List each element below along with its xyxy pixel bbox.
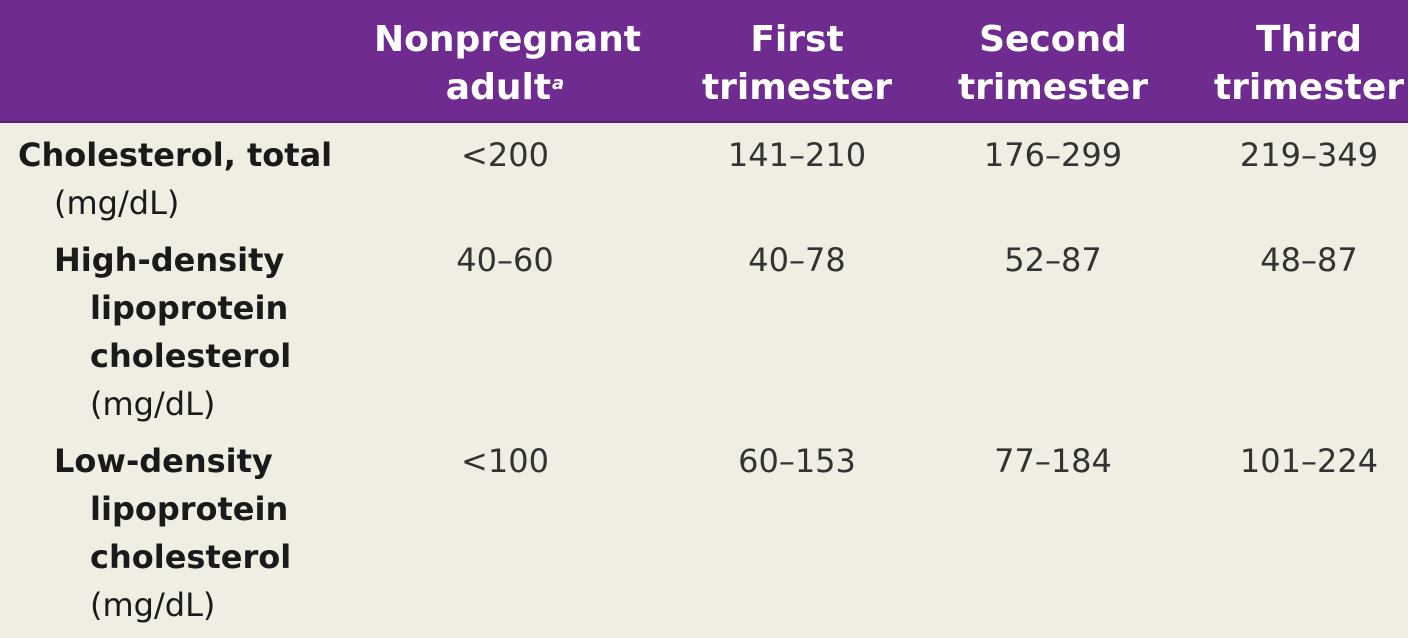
value-second-trimester: 52–87: [1004, 241, 1102, 279]
row-unit: (mg/dL): [90, 586, 216, 624]
row-unit: (mg/dL): [54, 184, 180, 222]
row-label-line: cholesterol: [90, 337, 292, 375]
row-label: High-density lipoprotein cholesterol (mg…: [54, 236, 291, 428]
header-first-trimester: First trimester: [692, 16, 902, 112]
value-third-trimester: 101–224: [1239, 442, 1379, 480]
header-col4-line2: trimester: [1213, 67, 1405, 108]
value-nonpregnant: <200: [461, 136, 549, 174]
header-col1-line2-wrap: adulta: [374, 64, 636, 112]
row-label: Low-density lipoprotein cholesterol (mg/…: [54, 437, 291, 629]
header-col3-line1: Second: [979, 19, 1127, 60]
header-col2-line2: trimester: [701, 67, 893, 108]
header-second-trimester: Second trimester: [948, 16, 1158, 112]
header-col3-line2: trimester: [957, 67, 1149, 108]
value-third-trimester: 48–87: [1260, 241, 1358, 279]
header-col1-line1: Nonpregnant: [374, 19, 641, 60]
row-label-line: High-density: [54, 241, 285, 279]
value-nonpregnant: <100: [461, 442, 549, 480]
row-label-line: cholesterol: [90, 538, 292, 576]
value-nonpregnant: 40–60: [456, 241, 554, 279]
row-unit: (mg/dL): [90, 385, 216, 423]
header-col2-line1: First: [750, 19, 844, 60]
value-first-trimester: 40–78: [748, 241, 846, 279]
value-third-trimester: 219–349: [1239, 136, 1379, 174]
value-second-trimester: 176–299: [983, 136, 1123, 174]
row-label-line: Low-density: [54, 442, 273, 480]
footnote-marker: a: [552, 73, 565, 94]
table-header: Nonpregnant adulta First trimester Secon…: [0, 0, 1408, 123]
row-label-line: Cholesterol, total: [18, 136, 333, 174]
header-col4-line1: Third: [1255, 19, 1363, 60]
row-label-line: lipoprotein: [90, 289, 289, 327]
header-nonpregnant-adult: Nonpregnant adulta: [374, 16, 641, 112]
row-label-line: lipoprotein: [90, 490, 289, 528]
value-first-trimester: 60–153: [738, 442, 856, 480]
value-first-trimester: 141–210: [727, 136, 867, 174]
header-third-trimester: Third trimester: [1204, 16, 1408, 112]
header-col1-line2: adult: [445, 67, 552, 108]
value-second-trimester: 77–184: [994, 442, 1112, 480]
row-label: Cholesterol, total (mg/dL): [18, 131, 332, 227]
